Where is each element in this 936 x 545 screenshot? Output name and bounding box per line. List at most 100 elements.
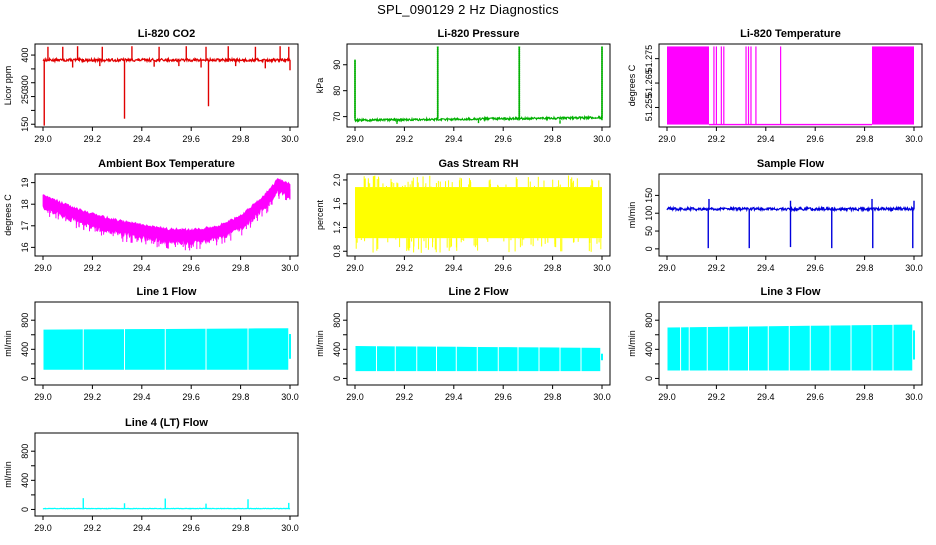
y-axis-label: Licor ppm (3, 66, 13, 106)
x-tick-label: 29.2 (396, 392, 414, 402)
y-tick-label: 2.0 (332, 174, 342, 187)
chart-sample-data (667, 199, 914, 248)
y-tick-label: 51.275 (644, 45, 654, 73)
y-tick-label: 100 (644, 206, 654, 221)
flow-block-6 (478, 347, 498, 371)
plot-frame (35, 44, 298, 127)
x-tick-label: 29.4 (133, 263, 151, 273)
flow-block-5 (249, 328, 289, 369)
series-line (43, 59, 290, 62)
chart-line2-data (355, 346, 602, 371)
y-tick-label: 0 (644, 376, 654, 381)
chart-temperature-data (667, 46, 914, 124)
y-tick-label: 150 (644, 188, 654, 203)
x-tick-label: 29.8 (856, 263, 874, 273)
chart-title: Sample Flow (757, 158, 825, 170)
x-tick-label: 29.6 (494, 134, 512, 144)
x-tick-label: 29.2 (84, 134, 102, 144)
y-tick-label: 400 (20, 473, 30, 488)
x-tick-label: 29.0 (34, 263, 52, 273)
x-tick-label: 30.0 (905, 263, 923, 273)
x-tick-label: 29.8 (544, 263, 562, 273)
x-tick-label: 29.6 (806, 134, 824, 144)
y-tick-label: 16 (20, 242, 30, 252)
flow-block-4 (207, 328, 248, 369)
y-tick-label: 0 (20, 376, 30, 381)
x-tick-label: 29.8 (544, 392, 562, 402)
y-tick-label: 300 (20, 75, 30, 90)
y-axis-label: percent (315, 199, 325, 230)
flow-block-8 (519, 347, 539, 371)
chart-title: Li-820 CO2 (138, 28, 195, 40)
x-tick-label: 29.6 (182, 263, 200, 273)
y-tick-label: 1.2 (332, 221, 342, 234)
x-tick-label: 29.4 (757, 392, 775, 402)
flow-block-5 (457, 347, 477, 371)
chart-title: Gas Stream RH (438, 158, 518, 170)
flow-block-10 (561, 348, 581, 372)
x-tick-label: 29.8 (232, 523, 250, 533)
y-axis-label: ml/min (627, 202, 637, 229)
x-tick-label: 29.0 (658, 134, 676, 144)
x-tick-label: 29.6 (182, 523, 200, 533)
x-tick-label: 29.2 (396, 263, 414, 273)
flow-block-4 (437, 347, 456, 372)
x-tick-label: 29.4 (445, 263, 463, 273)
x-tick-label: 29.0 (346, 134, 364, 144)
x-tick-label: 29.2 (396, 134, 414, 144)
x-tick-label: 30.0 (281, 134, 299, 144)
flow-block-3 (708, 327, 729, 371)
x-tick-label: 30.0 (593, 392, 611, 402)
flow-block-1 (84, 329, 124, 370)
y-tick-label: 50 (644, 226, 654, 236)
flow-block-10 (852, 325, 872, 370)
y-tick-label: 400 (20, 48, 30, 63)
y-tick-label: 800 (332, 313, 342, 328)
chart-title: Line 2 Flow (449, 286, 509, 298)
x-tick-label: 29.6 (806, 392, 824, 402)
x-tick-label: 29.8 (544, 134, 562, 144)
chart-title: Line 1 Flow (137, 286, 197, 298)
y-tick-label: 80 (332, 86, 342, 96)
x-tick-label: 29.8 (856, 134, 874, 144)
flow-block-4 (729, 327, 748, 371)
flow-block-0 (43, 329, 82, 369)
y-tick-label: 1.6 (332, 197, 342, 210)
x-tick-label: 29.4 (445, 134, 463, 144)
flow-block-7 (499, 347, 518, 371)
y-tick-label: 250 (20, 89, 30, 104)
y-tick-label: 51.265 (644, 69, 654, 97)
y-axis-label: kPa (315, 78, 325, 94)
y-tick-label: 70 (332, 112, 342, 122)
y-axis-label: degrees C (627, 64, 637, 106)
flow-block-11 (873, 325, 893, 371)
flow-block-9 (540, 347, 560, 371)
flow-block-12 (893, 325, 912, 371)
x-tick-label: 29.0 (346, 392, 364, 402)
flow-block-0 (667, 327, 680, 370)
x-tick-label: 29.6 (806, 263, 824, 273)
flow-block-3 (417, 347, 436, 372)
x-tick-label: 29.8 (856, 392, 874, 402)
chart-title: Ambient Box Temperature (98, 158, 235, 170)
plot-frame (347, 302, 610, 385)
chart-pressure-data (355, 47, 602, 124)
flow-block-2 (396, 346, 417, 371)
chart-title: Li-820 Temperature (740, 28, 841, 40)
y-axis-label: ml/min (3, 330, 13, 357)
x-tick-label: 29.2 (708, 392, 726, 402)
y-tick-label: 0 (644, 246, 654, 251)
x-tick-label: 29.4 (445, 392, 463, 402)
x-tick-label: 29.2 (708, 134, 726, 144)
x-tick-label: 29.6 (494, 263, 512, 273)
plot-frame (35, 433, 298, 516)
